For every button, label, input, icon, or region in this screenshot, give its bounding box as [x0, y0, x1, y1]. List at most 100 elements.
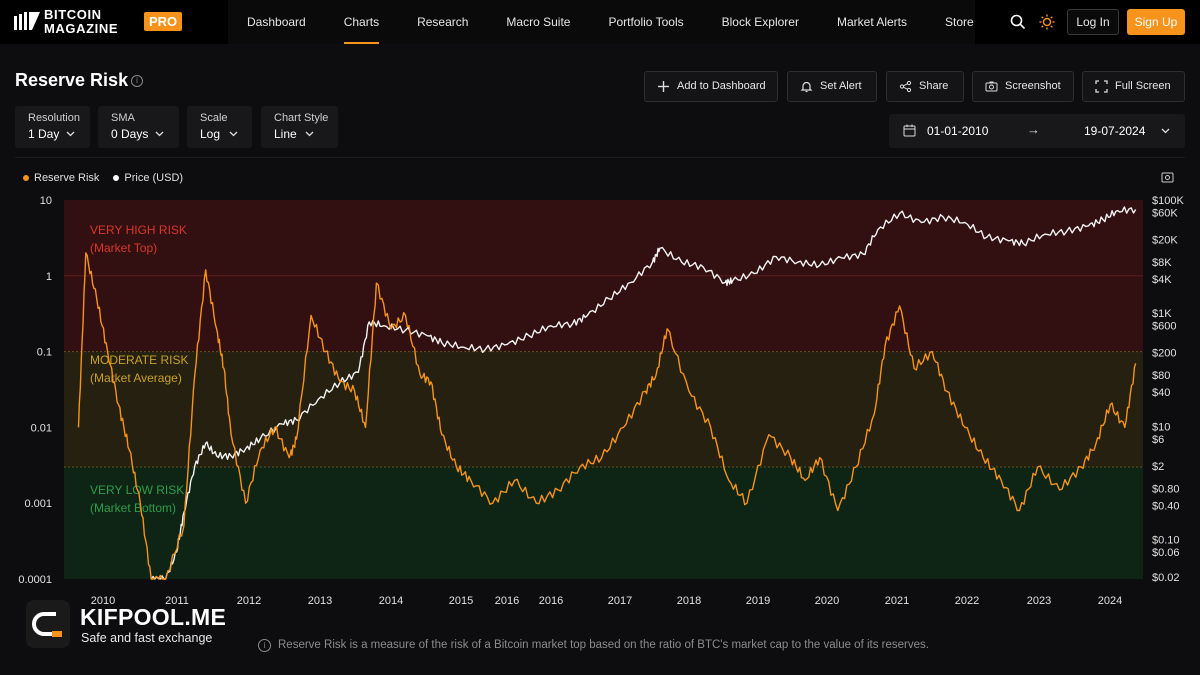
x-tick-label: 2023 [1027, 595, 1051, 607]
sun-icon[interactable] [1039, 14, 1055, 30]
logo-text: BITCOIN MAGAZINE [44, 8, 118, 36]
page-title: Reserve Risk [15, 70, 129, 90]
bell-icon [800, 81, 813, 93]
brand-logo[interactable]: BITCOIN MAGAZINE PRO [0, 0, 228, 44]
x-tick-label: 2020 [815, 595, 839, 607]
chevron-down-icon [155, 131, 164, 137]
y-right-tick-label: $8K [1152, 257, 1172, 269]
x-tick-label: 2021 [885, 595, 909, 607]
y-left-tick-label: 0.0001 [18, 574, 52, 586]
end-date[interactable]: 19-07-2024 [1084, 124, 1146, 138]
x-tick-label: 2024 [1098, 595, 1122, 607]
legend-item-reserve-risk[interactable]: Reserve Risk [23, 172, 99, 184]
y-right-tick-label: $600 [1152, 321, 1176, 333]
x-tick-label: 2016 [495, 595, 519, 607]
date-range-picker[interactable]: 01-01-2010 → 19-07-2024 [889, 114, 1185, 148]
y-right-tick-label: $40 [1152, 387, 1170, 399]
x-tick-label: 2019 [746, 595, 770, 607]
divider [15, 157, 1185, 158]
nav-link-research[interactable]: Research [417, 15, 469, 29]
x-tick-label: 2018 [677, 595, 701, 607]
legend-label: Reserve Risk [34, 172, 100, 184]
nav-links: Dashboard Charts Research Macro Suite Po… [228, 0, 993, 44]
x-tick-label: 2013 [308, 595, 332, 607]
info-icon: i [258, 639, 271, 652]
nav-link-macro-suite[interactable]: Macro Suite [506, 15, 571, 29]
resolution-dropdown[interactable]: Resolution 1 Day [15, 106, 90, 148]
nav-link-portfolio-tools[interactable]: Portfolio Tools [608, 15, 684, 29]
chart-screenshot-icon[interactable] [1161, 172, 1174, 183]
watermark-subtitle: Safe and fast exchange [81, 631, 213, 645]
chart-style-value: Line [274, 127, 297, 141]
resolution-label: Resolution [28, 112, 80, 124]
legend-dot [23, 175, 29, 181]
zone-title: MODERATE RISK [90, 353, 188, 367]
price-usd-line [150, 206, 1137, 580]
risk-zone-band [64, 351, 1143, 468]
chevron-down-icon [305, 131, 314, 137]
share-icon [899, 80, 912, 93]
risk-zone-band [64, 467, 1143, 579]
y-right-tick-label: $6 [1152, 434, 1164, 446]
x-tick-label: 2015 [449, 595, 473, 607]
legend-label: Price (USD) [124, 172, 184, 184]
nav-link-block-explorer[interactable]: Block Explorer [721, 15, 799, 29]
scale-value: Log [200, 127, 221, 141]
chart-description: Reserve Risk is a measure of the risk of… [278, 639, 929, 651]
reserve-risk-chart[interactable]: VERY HIGH RISK (Market Top) MODERATE RISK (… [0, 160, 1200, 615]
share-label: Share [919, 80, 949, 92]
start-date[interactable]: 01-01-2010 [927, 124, 989, 138]
camera-icon [985, 81, 998, 92]
y-left-tick-label: 0.1 [37, 347, 52, 359]
logo-line2: MAGAZINE [44, 21, 119, 36]
y-right-tick-label: $0.80 [1152, 483, 1180, 495]
reserve-risk-line [77, 252, 1137, 580]
chart-style-dropdown[interactable]: Chart Style Line [261, 106, 338, 148]
y-right-tick-label: $10 [1152, 421, 1170, 433]
scale-label: Scale [200, 112, 228, 124]
full-screen-button[interactable]: Full Screen [1082, 71, 1185, 102]
nav-link-charts[interactable]: Charts [325, 0, 398, 44]
nav-link-store[interactable]: Store [945, 15, 974, 29]
x-tick-label: 2012 [237, 595, 261, 607]
sma-dropdown[interactable]: SMA 0 Days [98, 106, 179, 148]
x-tick-label: 2022 [955, 595, 979, 607]
set-alert-button[interactable]: Set Alert [787, 71, 877, 102]
add-to-dashboard-button[interactable]: Add to Dashboard [644, 71, 778, 102]
set-alert-label: Set Alert [820, 80, 862, 92]
nav-link-market-alerts[interactable]: Market Alerts [836, 15, 908, 29]
y-right-tick-label: $80 [1152, 370, 1170, 382]
nav-link-dashboard[interactable]: Dashboard [247, 15, 306, 29]
expand-icon [1095, 80, 1108, 93]
y-right-tick-label: $60K [1152, 208, 1178, 220]
legend-item-price[interactable]: Price (USD) [113, 172, 183, 184]
y-left-tick-label: 10 [40, 195, 52, 207]
share-button[interactable]: Share [886, 71, 964, 102]
sma-label: SMA [111, 112, 135, 124]
y-right-tick-label: $1K [1152, 308, 1172, 320]
zone-title: VERY HIGH RISK [90, 223, 187, 237]
full-screen-label: Full Screen [1115, 80, 1171, 92]
y-left-tick-label: 1 [46, 271, 52, 283]
y-right-tick-label: $0.06 [1152, 547, 1180, 559]
resolution-value: 1 Day [28, 127, 60, 141]
calendar-icon [903, 124, 916, 137]
range-arrow: → [1027, 122, 1040, 137]
signup-button[interactable]: Sign Up [1127, 9, 1185, 35]
kifpool-logo-icon [26, 600, 70, 648]
legend-dot [113, 175, 120, 181]
y-right-tick-label: $20K [1152, 235, 1178, 247]
screenshot-button[interactable]: Screenshot [972, 71, 1074, 102]
chart-legend: Reserve Risk Price (USD) [23, 172, 183, 184]
add-to-dashboard-label: Add to Dashboard [677, 80, 766, 92]
chevron-down-icon [1161, 128, 1170, 134]
login-button[interactable]: Log In [1067, 9, 1119, 35]
x-tick-label: 2014 [379, 595, 403, 607]
y-left-tick-label: 0.01 [31, 422, 52, 434]
watermark-title: KIFPOOL.ME [80, 604, 227, 630]
info-icon[interactable]: i [131, 75, 143, 87]
screenshot-label: Screenshot [1005, 80, 1061, 92]
search-icon[interactable] [1010, 14, 1026, 30]
x-tick-label: 2011 [165, 595, 189, 607]
scale-dropdown[interactable]: Scale Log [187, 106, 252, 148]
